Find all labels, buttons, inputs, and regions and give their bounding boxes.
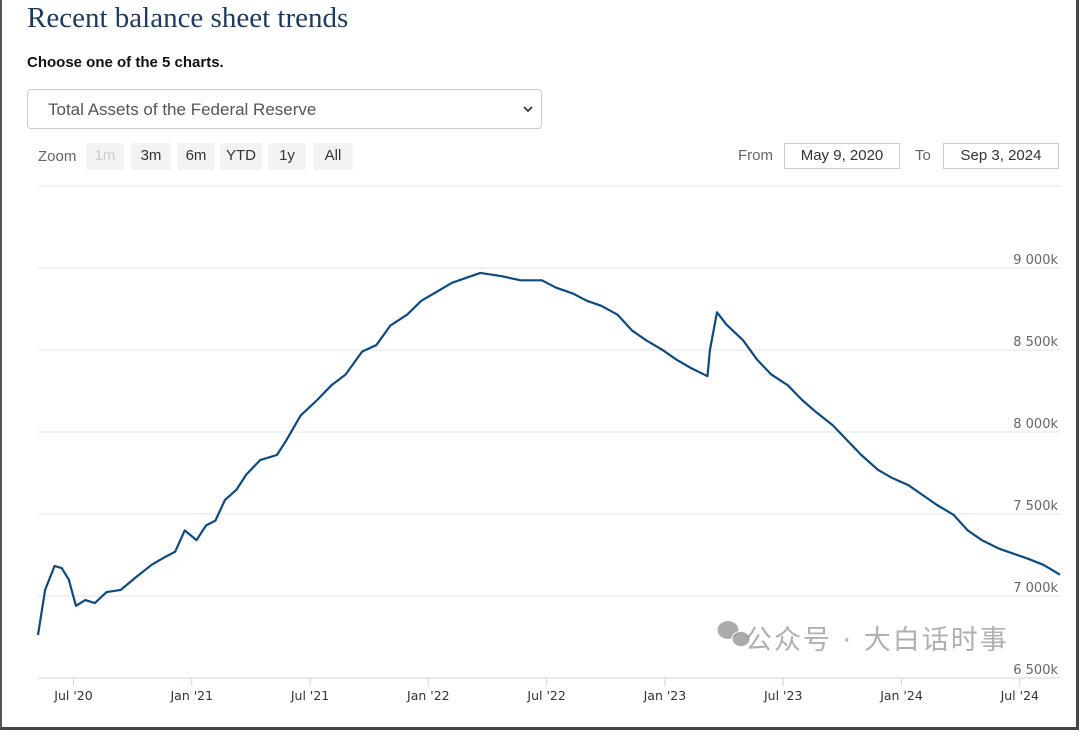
zoom-label: Zoom [38,148,77,165]
chart-chooser-label: Choose one of the 5 charts. [27,54,224,71]
y-tick-label: 7 500k [1013,499,1058,514]
x-tick-label: Jul '24 [1000,688,1039,703]
from-date-input[interactable]: May 9, 2020 [784,143,900,169]
zoom-3m-button[interactable]: 3m [131,143,171,170]
to-label: To [915,147,931,164]
y-tick-label: 8 000k [1013,417,1058,432]
watermark: 公众号 · 大白话时事 [745,625,1009,656]
zoom-1y-button[interactable]: 1y [268,143,306,170]
y-tick-label: 9 000k [1013,253,1058,268]
x-tick-label: Jul '23 [763,688,802,703]
x-tick-label: Jan '24 [879,688,923,703]
y-tick-label: 7 000k [1013,581,1058,596]
chart-select-value: Total Assets of the Federal Reserve [48,100,317,119]
to-date-input[interactable]: Sep 3, 2024 [943,143,1059,169]
chevron-down-icon [523,106,533,113]
x-tick-label: Jul '21 [290,688,329,703]
y-tick-label: 8 500k [1013,335,1058,350]
zoom-1m-button[interactable]: 1m [86,143,124,170]
chart-select[interactable]: Total Assets of the Federal Reserve [27,89,542,129]
x-tick-label: Jul '22 [526,688,565,703]
x-tick-label: Jan '23 [643,688,687,703]
zoom-6m-button[interactable]: 6m [177,143,215,170]
series-line-total-assets [36,271,1061,636]
x-tick-label: Jan '22 [406,688,450,703]
wechat-icon [716,620,751,648]
zoom-all-button[interactable]: All [313,143,353,170]
x-tick-label: Jan '21 [169,688,213,703]
page-title: Recent balance sheet trends [27,2,349,34]
zoom-ytd-button[interactable]: YTD [220,143,262,170]
y-tick-label: 6 500k [1013,663,1058,678]
x-tick-label: Jul '20 [53,688,92,703]
from-label: From [738,147,773,164]
